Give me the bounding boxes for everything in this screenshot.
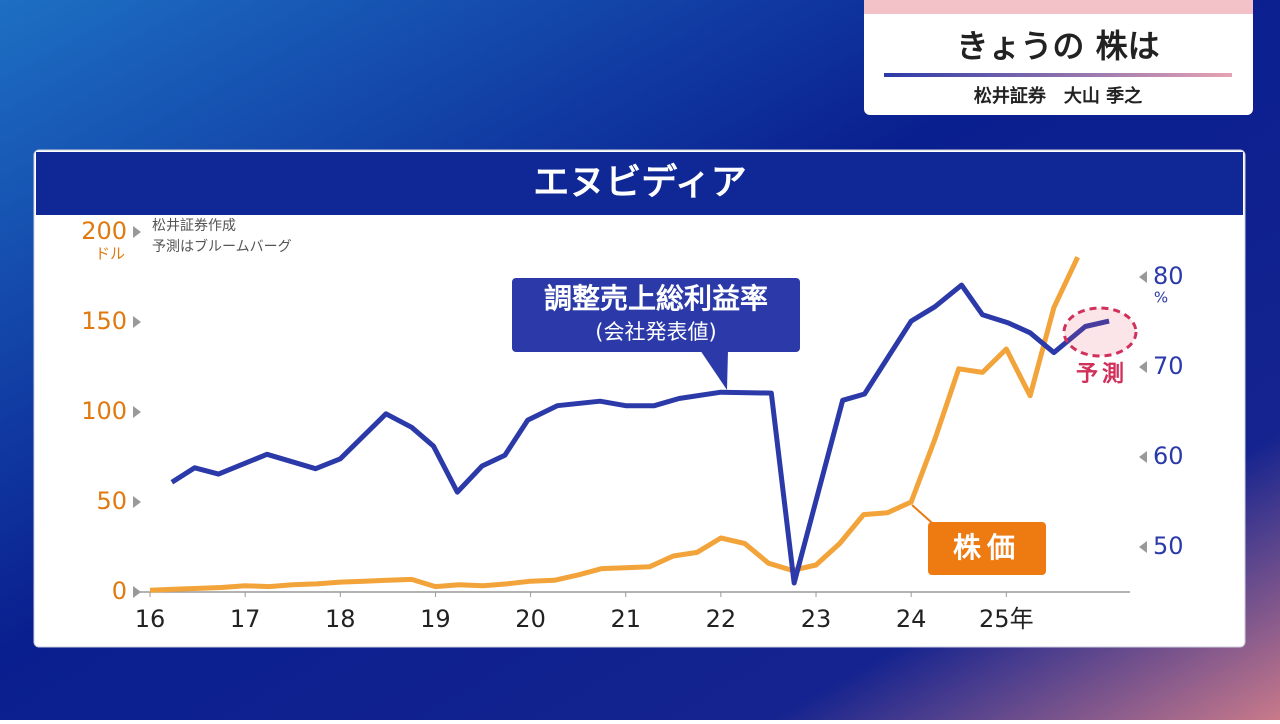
y-tick-mark <box>133 406 141 418</box>
header-title: きょうの 株は <box>956 27 1159 65</box>
callout-pointer <box>700 350 728 390</box>
margin-label: 調整売上総利益率 <box>544 282 768 315</box>
y-tick-mark <box>133 316 141 328</box>
y2-tick-mark <box>1139 271 1147 283</box>
y2-tick-mark <box>1139 451 1147 463</box>
x-tick-label: 20 <box>515 605 546 633</box>
chart-title: エヌビディア <box>533 161 746 203</box>
y-tick-mark <box>133 586 141 598</box>
y-unit: ドル <box>95 245 125 263</box>
price-box <box>928 522 1046 575</box>
y2-unit: % <box>1154 289 1168 307</box>
x-tick-label: 23 <box>801 605 832 633</box>
y-tick-label: 0 <box>112 577 127 605</box>
y-tick-label: 100 <box>81 397 127 425</box>
plot: 0 50 100 150 200 50 60 70 80 16 17 18 19 20 21 22 23 24 25… <box>81 217 1183 633</box>
source-note: 松井証券作成 <box>152 218 236 234</box>
x-tick-label: 16 <box>135 605 166 633</box>
price-label: 株価 <box>953 531 1021 564</box>
source-note: 予測はブルームバーグ <box>152 238 292 255</box>
y-tick-mark <box>133 496 141 508</box>
y2-tick-label: 70 <box>1153 352 1184 380</box>
x-tick-label: 18 <box>325 605 356 633</box>
forecast-ring <box>1062 306 1138 358</box>
header-card <box>864 0 1253 115</box>
series-line <box>170 282 1110 586</box>
header-subtitle: 松井証券 大山 季之 <box>974 85 1142 107</box>
y-tick-mark <box>133 226 141 238</box>
y-tick-label: 200 <box>81 217 127 245</box>
x-tick-label: 22 <box>706 605 737 633</box>
forecast-label: 予測 <box>1076 362 1128 387</box>
x-tick-label: 19 <box>420 605 451 633</box>
y-tick-label: 50 <box>96 487 127 515</box>
y2-tick-mark <box>1139 541 1147 553</box>
y2-tick-label: 60 <box>1153 442 1184 470</box>
header-rule <box>884 73 1232 77</box>
y2-tick-label: 50 <box>1153 532 1184 560</box>
x-tick-label: 25年 <box>979 605 1034 633</box>
x-tick-label: 21 <box>610 605 641 633</box>
x-tick-label: 24 <box>896 605 927 633</box>
y2-tick-label: 80 <box>1153 262 1184 290</box>
series-line <box>149 256 1080 593</box>
y-tick-label: 150 <box>81 307 127 335</box>
chart-title-bar <box>36 152 1243 215</box>
header-strip <box>864 0 1253 14</box>
x-tick-label: 17 <box>230 605 261 633</box>
callout-box <box>512 278 800 352</box>
y2-tick-mark <box>1139 361 1147 373</box>
margin-note: (会社発表値) <box>595 320 716 344</box>
